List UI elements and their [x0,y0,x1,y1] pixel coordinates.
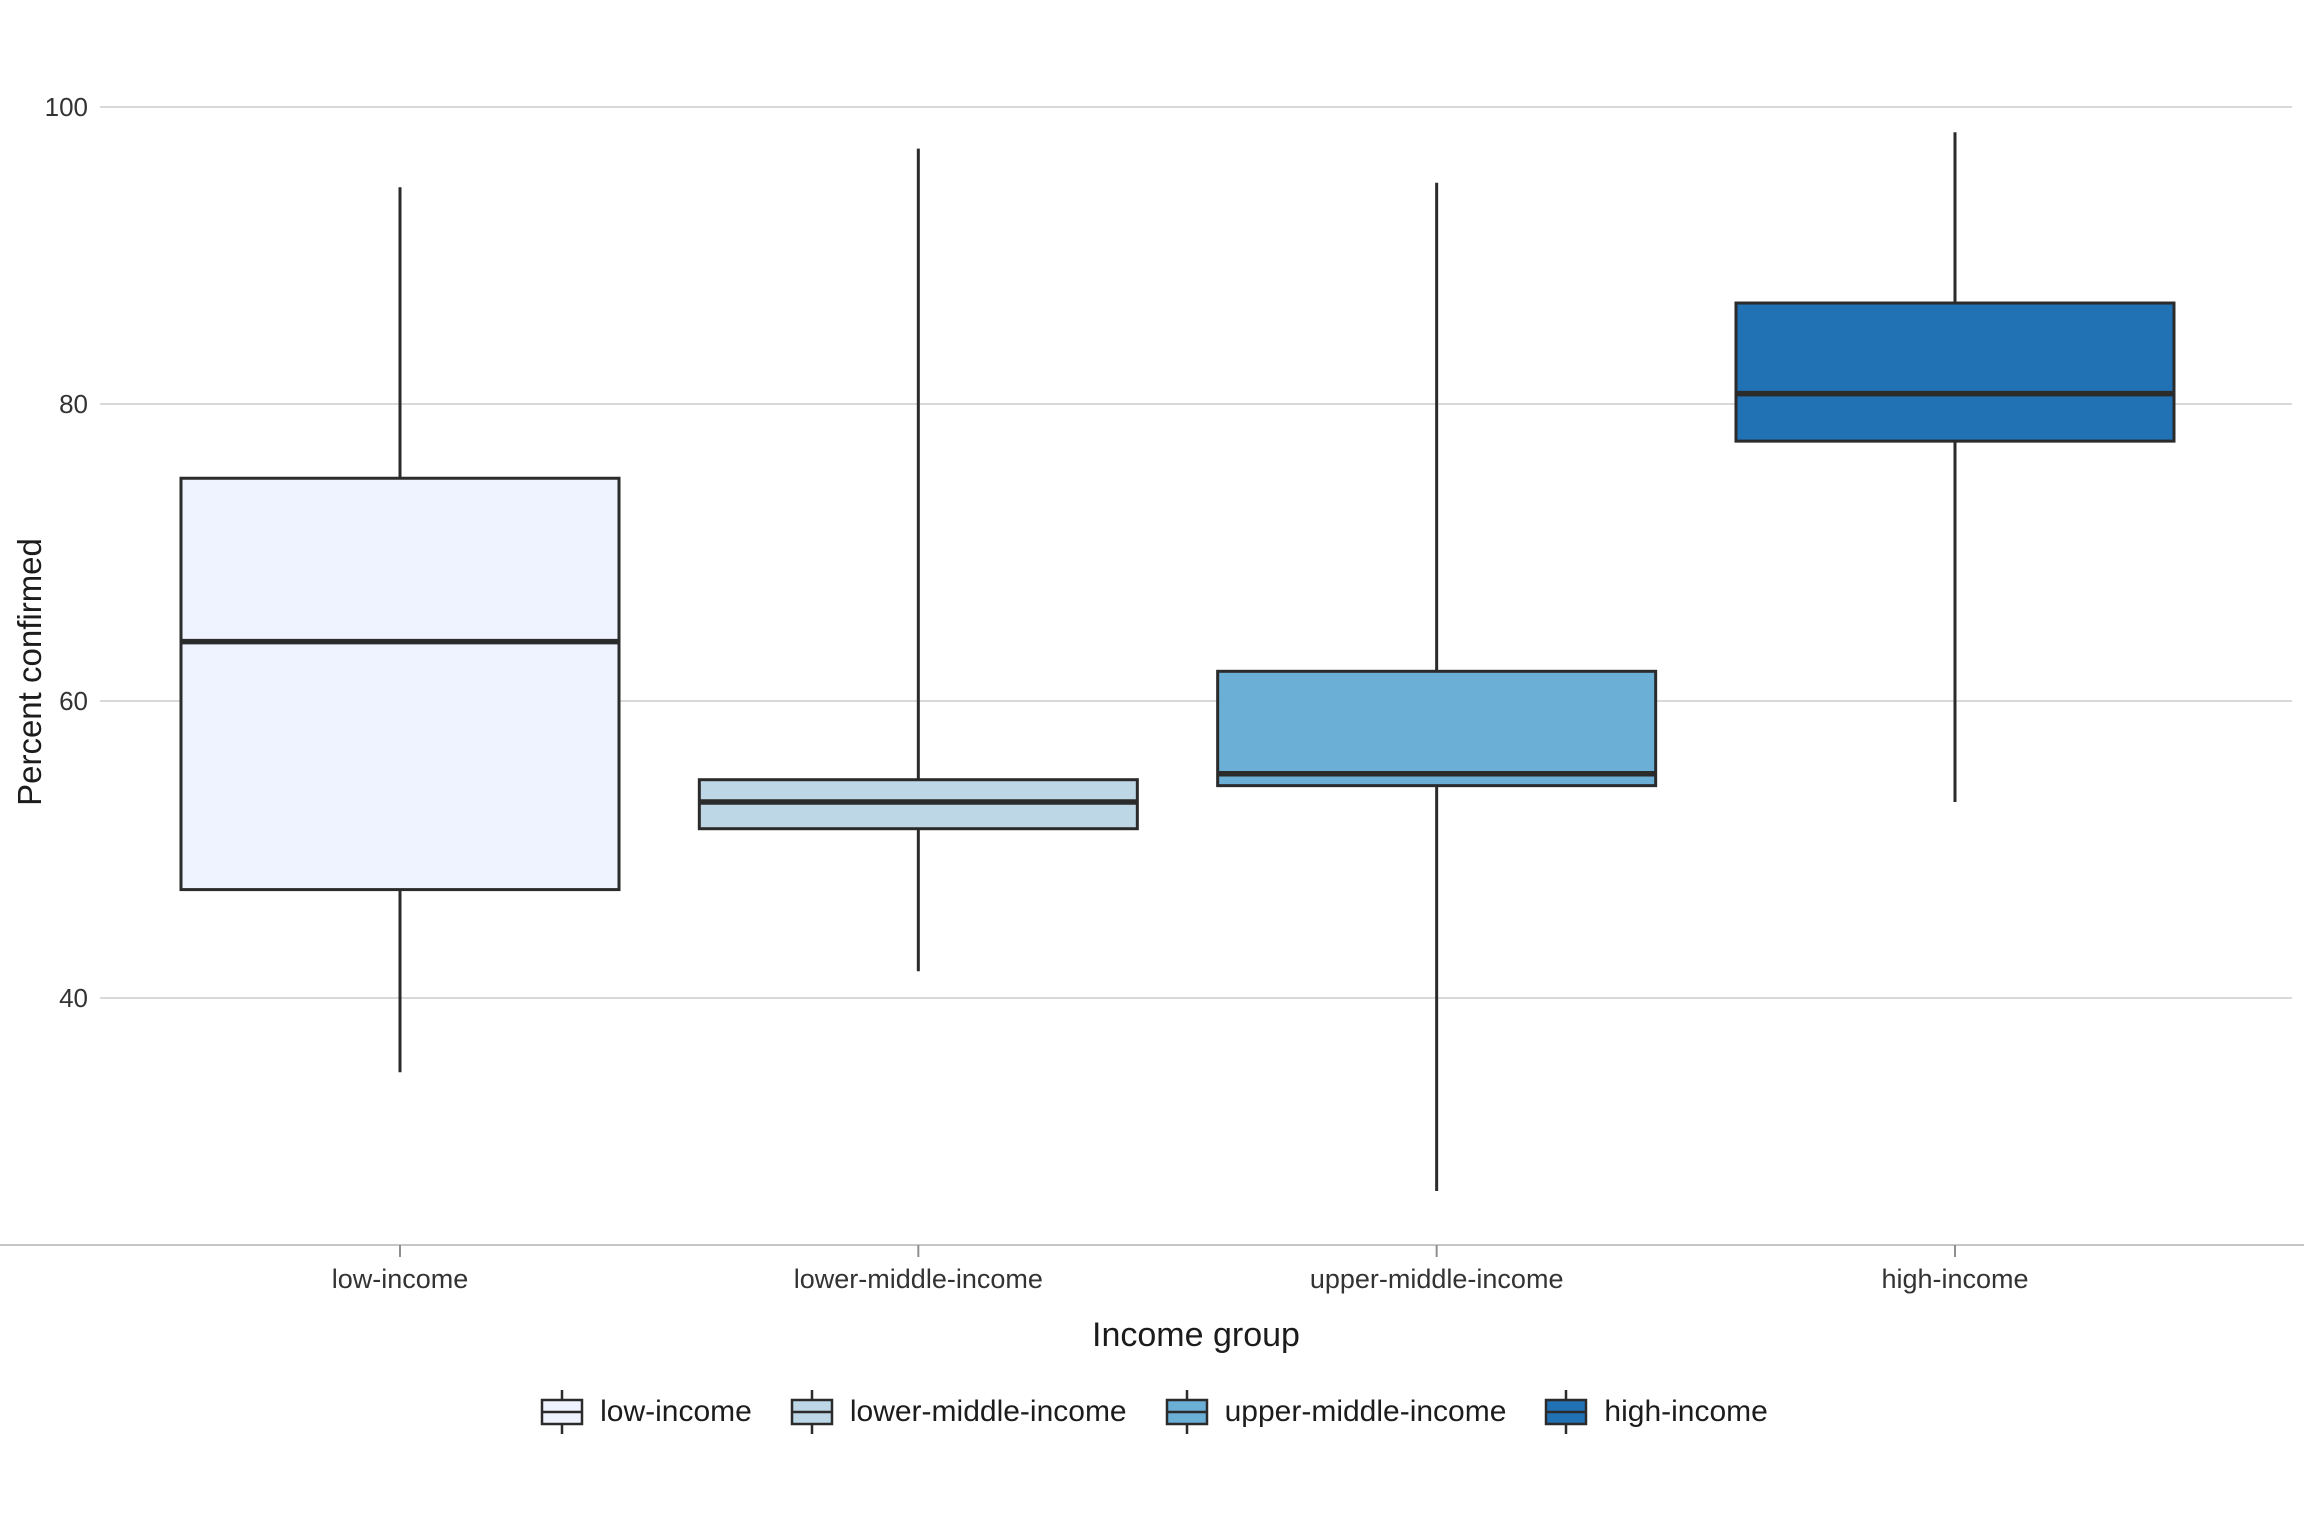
legend-item: lower-middle-income [786,1386,1127,1438]
box-rect [179,476,621,892]
y-tick-label: 100 [45,92,88,122]
legend-item: high-income [1540,1386,1768,1438]
y-tick-label: 40 [59,983,88,1013]
boxplot-glyph-icon [1545,1390,1588,1434]
legend-item: low-income [536,1386,752,1438]
chart-canvas: 40 60 80 100 low-income lower-middle-income up… [0,92,2304,1294]
legend-label: lower-middle-income [849,1395,1127,1428]
y-tick-label: 80 [59,389,88,419]
boxplot-glyph-icon [790,1390,834,1434]
y-axis-title: Percent confirmed [11,538,48,806]
legend-label: upper-middle-income [1224,1395,1507,1428]
legend-label: low-income [600,1395,752,1428]
x-category-label: lower-middle-income [794,1264,1043,1294]
box-rect [1734,301,2176,443]
legend: low-income lower-middle-income upper-mid… [0,1386,2304,1438]
x-category-label: high-income [1881,1264,2028,1294]
x-category-label: low-income [332,1264,469,1294]
box-rect [1216,669,1658,788]
legend-item: upper-middle-income [1161,1386,1507,1438]
legend-label: high-income [1604,1395,1768,1428]
x-category-label: upper-middle-income [1310,1264,1564,1294]
boxplot-glyph-icon [1165,1390,1208,1434]
boxplot-glyph-icon [540,1390,584,1434]
x-axis-title: Income group [1092,1316,1300,1354]
y-tick-label: 60 [59,686,88,716]
